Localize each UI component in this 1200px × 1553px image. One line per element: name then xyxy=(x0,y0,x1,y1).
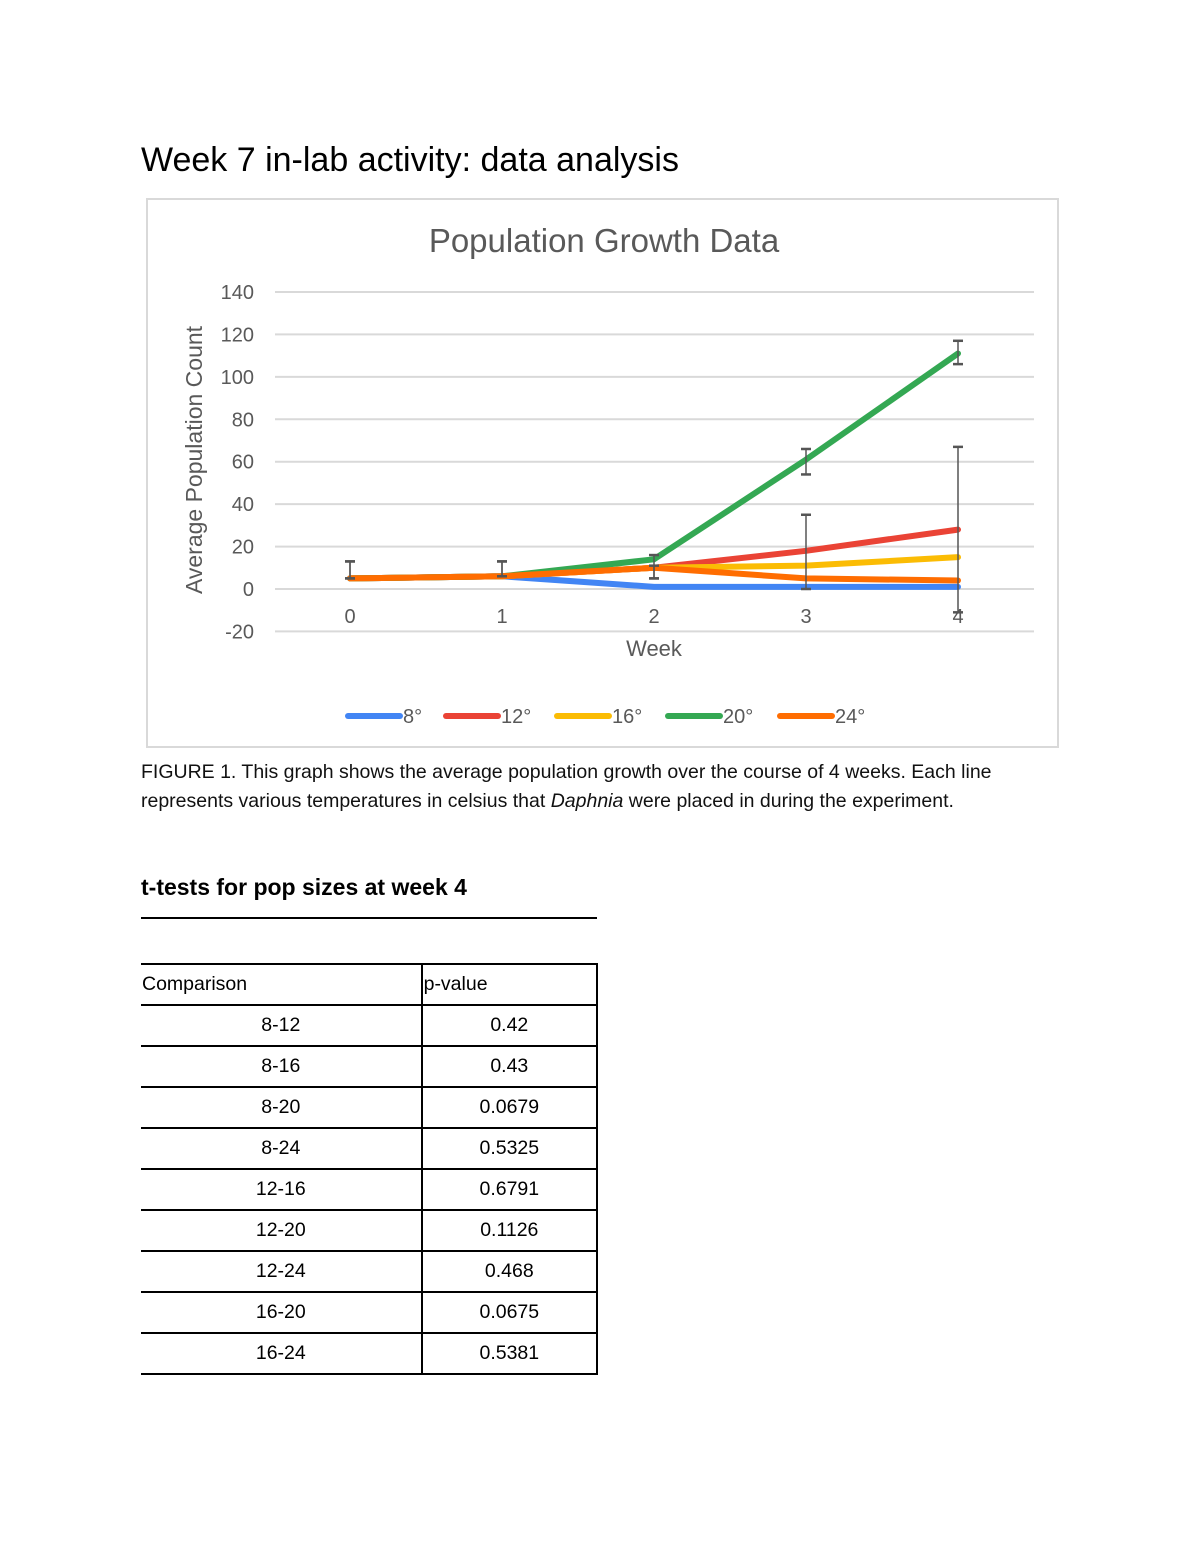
x-tick-label: 0 xyxy=(344,606,355,628)
y-tick-label: 100 xyxy=(221,367,254,389)
y-tick-label: 60 xyxy=(232,452,254,474)
chart-container: Population Growth Data -20 0 20 40 60 80 100 120… xyxy=(146,198,1059,748)
y-tick-label: 20 xyxy=(232,537,254,559)
population-growth-chart: Population Growth Data-20020406080100120… xyxy=(181,222,1034,728)
p-value-cell: 0.468 xyxy=(420,1250,599,1293)
figure-caption: FIGURE 1. This graph shows the average p… xyxy=(141,758,1061,816)
comparison-cell: 16-24 xyxy=(141,1332,423,1375)
comparison-cell: 8-16 xyxy=(141,1045,423,1088)
p-value-cell: 0.42 xyxy=(420,1004,599,1047)
comparison-cell: 12-20 xyxy=(141,1209,423,1252)
caption-text-end: were placed in during the experiment. xyxy=(623,790,954,812)
y-tick-label: -20 xyxy=(225,621,254,643)
table-row: 8-16 0.43 xyxy=(141,1045,599,1088)
p-value-cell: 0.43 xyxy=(420,1045,599,1088)
x-tick-label: 3 xyxy=(800,606,811,628)
p-value-cell: 0.6791 xyxy=(420,1168,599,1211)
y-tick-label: 120 xyxy=(221,324,254,346)
heading-rule xyxy=(141,917,597,919)
legend-label: 20° xyxy=(723,706,753,728)
x-tick-label: 2 xyxy=(648,606,659,628)
table-row: 12-16 0.6791 xyxy=(141,1168,599,1211)
table-row: 16-20 0.0675 xyxy=(141,1291,599,1334)
comparison-cell: 12-24 xyxy=(141,1250,423,1293)
legend-label: 12° xyxy=(501,706,531,728)
y-tick-label: 0 xyxy=(243,579,254,601)
legend-label: 24° xyxy=(835,706,865,728)
table-row: 8-24 0.5325 xyxy=(141,1127,599,1170)
header-p-value: p-value xyxy=(420,963,599,1006)
y-tick-label: 80 xyxy=(232,409,254,431)
chart-title: Population Growth Data xyxy=(429,222,780,259)
comparison-cell: 12-16 xyxy=(141,1168,423,1211)
p-value-cell: 0.5381 xyxy=(420,1332,599,1375)
x-tick-label: 1 xyxy=(496,606,507,628)
p-value-cell: 0.1126 xyxy=(420,1209,599,1252)
y-tick-label: 140 xyxy=(221,282,254,304)
table-row: 8-12 0.42 xyxy=(141,1004,599,1047)
ttest-heading: t-tests for pop sizes at week 4 xyxy=(141,874,467,900)
comparison-cell: 8-12 xyxy=(141,1004,423,1047)
p-value-cell: 0.0675 xyxy=(420,1291,599,1334)
comparison-cell: 16-20 xyxy=(141,1291,423,1334)
x-axis-label: Week xyxy=(626,636,683,661)
caption-text: FIGURE 1. This graph shows the average p… xyxy=(141,761,992,812)
p-value-cell: 0.5325 xyxy=(420,1127,599,1170)
table-header-row: Comparison p-value xyxy=(141,963,599,1006)
comparison-cell: 8-24 xyxy=(141,1127,423,1170)
page-title: Week 7 in-lab activity: data analysis xyxy=(141,141,679,179)
legend-label: 16° xyxy=(612,706,642,728)
table-row: 12-24 0.468 xyxy=(141,1250,599,1293)
y-tick-label: 40 xyxy=(232,494,254,516)
x-tick-label: 4 xyxy=(952,606,963,628)
y-axis-label: Average Population Count xyxy=(181,325,207,594)
ttest-table: Comparison p-value 8-12 0.42 8-16 0.43 8-20 0… xyxy=(141,963,599,1375)
table-row: 16-24 0.5381 xyxy=(141,1332,599,1375)
p-value-cell: 0.0679 xyxy=(420,1086,599,1129)
comparison-cell: 8-20 xyxy=(141,1086,423,1129)
table-row: 8-20 0.0679 xyxy=(141,1086,599,1129)
legend-label: 8° xyxy=(403,706,422,728)
caption-italic: Daphnia xyxy=(550,790,624,812)
table-row: 12-20 0.1126 xyxy=(141,1209,599,1252)
header-comparison: Comparison xyxy=(141,963,423,1006)
